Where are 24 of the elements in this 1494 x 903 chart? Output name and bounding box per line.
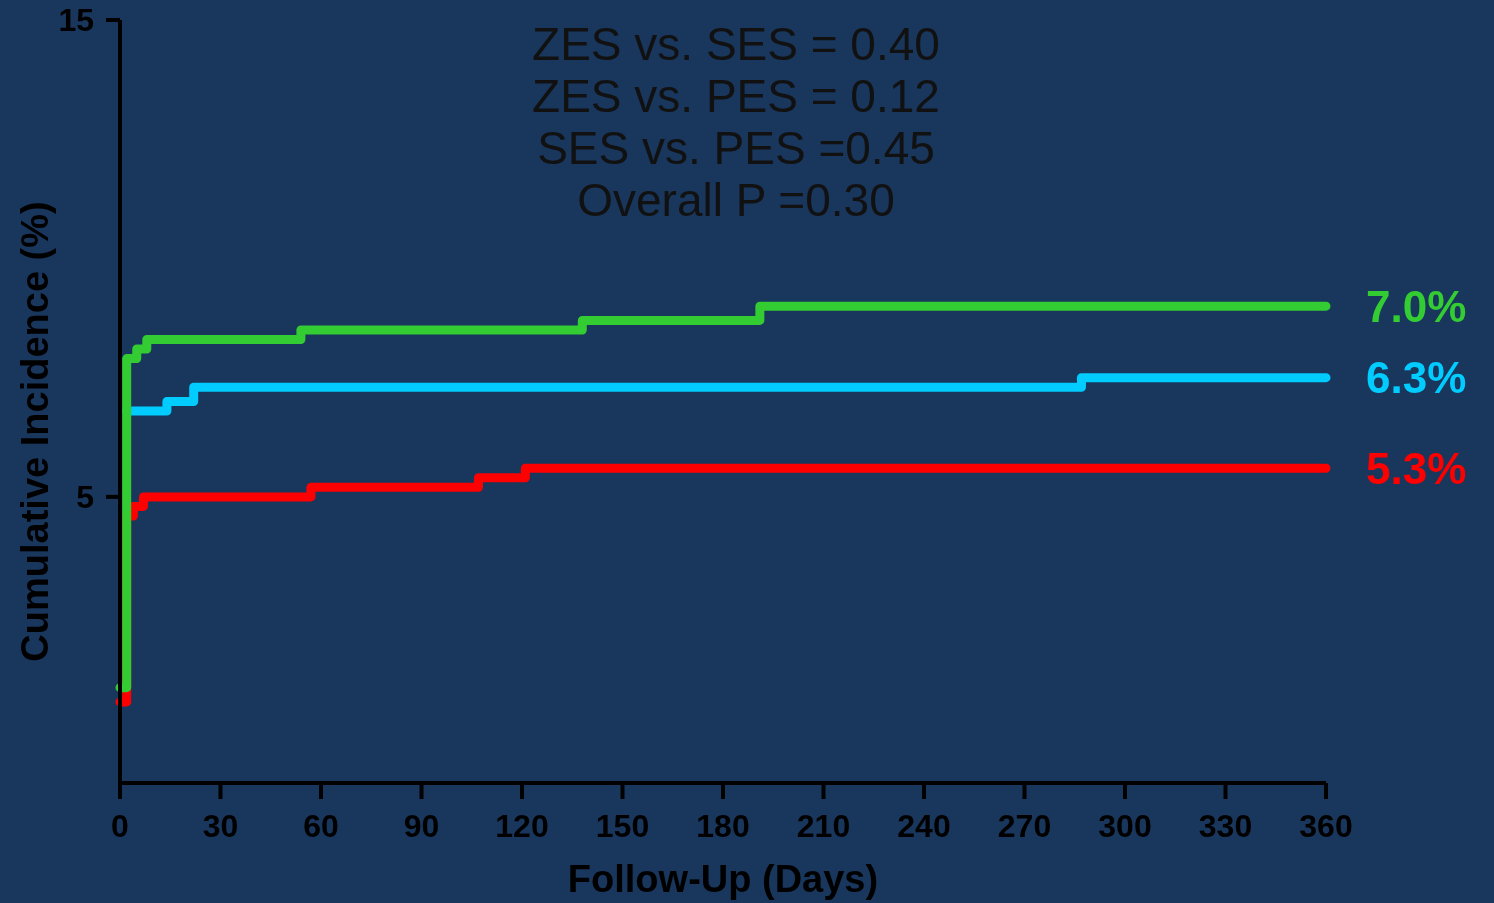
x-tick-label: 360 bbox=[1299, 808, 1353, 844]
y-axis-title: Cumulative Incidence (%) bbox=[14, 201, 56, 662]
x-tick-label: 60 bbox=[303, 808, 339, 844]
annotation: SES vs. PES =0.45 bbox=[537, 122, 935, 174]
annotation: ZES vs. PES = 0.12 bbox=[532, 70, 940, 122]
x-tick-label: 270 bbox=[997, 808, 1052, 844]
x-tick-label: 30 bbox=[202, 808, 239, 844]
x-tick-label: 210 bbox=[796, 808, 851, 844]
x-tick-label: 150 bbox=[595, 808, 650, 844]
y-tick-label: 15 bbox=[58, 2, 94, 39]
text: 7.0% bbox=[1366, 281, 1467, 331]
text: 6.3% bbox=[1366, 353, 1467, 403]
x-tick-label: 180 bbox=[696, 808, 750, 844]
x-axis-title: Follow-Up (Days) bbox=[567, 858, 879, 900]
annotation: ZES vs. SES = 0.40 bbox=[532, 18, 940, 70]
x-tick-label: 330 bbox=[1198, 808, 1253, 844]
x-tick-label: 120 bbox=[495, 808, 549, 844]
x-tick-label: 300 bbox=[1098, 808, 1152, 844]
text: 5.3% bbox=[1366, 443, 1467, 493]
x-tick-label: 240 bbox=[897, 808, 951, 844]
annotation: Overall P =0.30 bbox=[577, 174, 895, 226]
y-tick-label: 5 bbox=[76, 479, 94, 516]
x-tick-label: 90 bbox=[403, 808, 440, 844]
x-tick-label: 0 bbox=[111, 808, 129, 844]
